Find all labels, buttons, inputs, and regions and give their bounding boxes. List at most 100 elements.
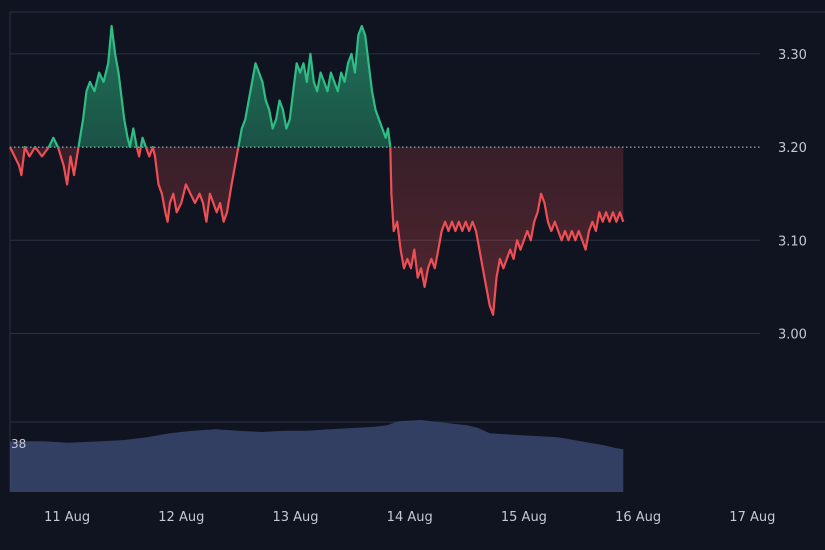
data-point [118, 72, 119, 73]
data-point [57, 147, 58, 148]
data-point [496, 277, 497, 278]
data-point [513, 258, 514, 259]
area-below-baseline [10, 147, 624, 315]
data-point [612, 212, 613, 213]
x-tick-label: 14 Aug [387, 510, 433, 525]
data-point [482, 268, 483, 269]
x-tick-label: 15 Aug [501, 510, 547, 525]
data-point [337, 91, 338, 92]
data-point [161, 193, 162, 194]
data-point [248, 100, 249, 101]
data-point [371, 91, 372, 92]
data-point [173, 193, 174, 194]
data-point [220, 202, 221, 203]
data-point [561, 240, 562, 241]
data-point [167, 221, 168, 222]
data-point [527, 230, 528, 231]
data-point [575, 240, 576, 241]
data-point [265, 100, 266, 101]
data-point [510, 249, 511, 250]
data-point [185, 184, 186, 185]
area-above-baseline [10, 26, 391, 148]
data-point [129, 147, 130, 148]
data-point [475, 230, 476, 231]
data-point [276, 119, 277, 120]
data-point [231, 184, 232, 185]
data-point [334, 81, 335, 82]
data-point [489, 305, 490, 306]
data-point [592, 221, 593, 222]
data-point [606, 212, 607, 213]
price-line-up [9, 24, 392, 148]
data-point [194, 202, 195, 203]
data-point [368, 63, 369, 64]
data-point [623, 221, 624, 222]
data-point [385, 137, 386, 138]
data-point [73, 175, 74, 176]
data-point [111, 25, 112, 26]
data-point [582, 240, 583, 241]
data-point [145, 147, 146, 148]
data-point [595, 230, 596, 231]
data-point [479, 249, 480, 250]
data-point [523, 240, 524, 241]
data-point [578, 230, 579, 231]
data-point [53, 137, 54, 138]
data-point [465, 221, 466, 222]
data-point [493, 314, 494, 315]
data-point [70, 156, 71, 157]
data-point [354, 72, 355, 73]
data-point [365, 35, 366, 36]
data-point [616, 221, 617, 222]
data-point [486, 286, 487, 287]
data-point [541, 193, 542, 194]
data-point [397, 221, 398, 222]
data-point [530, 240, 531, 241]
data-point [391, 193, 392, 194]
data-point [136, 147, 137, 148]
y-tick-label: 3.10 [778, 234, 807, 249]
data-point [165, 212, 166, 213]
data-point [139, 156, 140, 157]
data-point [303, 63, 304, 64]
data-point [121, 100, 122, 101]
data-point [213, 202, 214, 203]
data-point [407, 258, 408, 259]
x-tick-label: 12 Aug [158, 510, 204, 525]
data-point [293, 91, 294, 92]
data-point [351, 53, 352, 54]
data-point [127, 137, 128, 138]
data-point [324, 81, 325, 82]
data-point [375, 109, 376, 110]
data-point [445, 221, 446, 222]
data-point [344, 81, 345, 82]
data-point [313, 81, 314, 82]
data-point [458, 221, 459, 222]
price-area [10, 26, 624, 315]
data-point [358, 35, 359, 36]
data-point [506, 258, 507, 259]
data-point [176, 212, 177, 213]
data-point [306, 81, 307, 82]
data-point [609, 221, 610, 222]
price-line-down [9, 147, 625, 316]
data-point [427, 268, 428, 269]
x-tick-label: 11 Aug [44, 510, 90, 525]
data-point [499, 258, 500, 259]
data-point [279, 100, 280, 101]
data-point [48, 147, 49, 148]
data-point [29, 156, 30, 157]
data-point [24, 147, 25, 148]
data-point [421, 268, 422, 269]
data-point [534, 221, 535, 222]
data-point [234, 165, 235, 166]
data-point [361, 25, 362, 26]
x-tick-label: 17 Aug [729, 510, 775, 525]
data-point [390, 147, 391, 148]
data-point [152, 147, 153, 148]
data-point [310, 53, 311, 54]
data-point [517, 240, 518, 241]
data-point [190, 193, 191, 194]
